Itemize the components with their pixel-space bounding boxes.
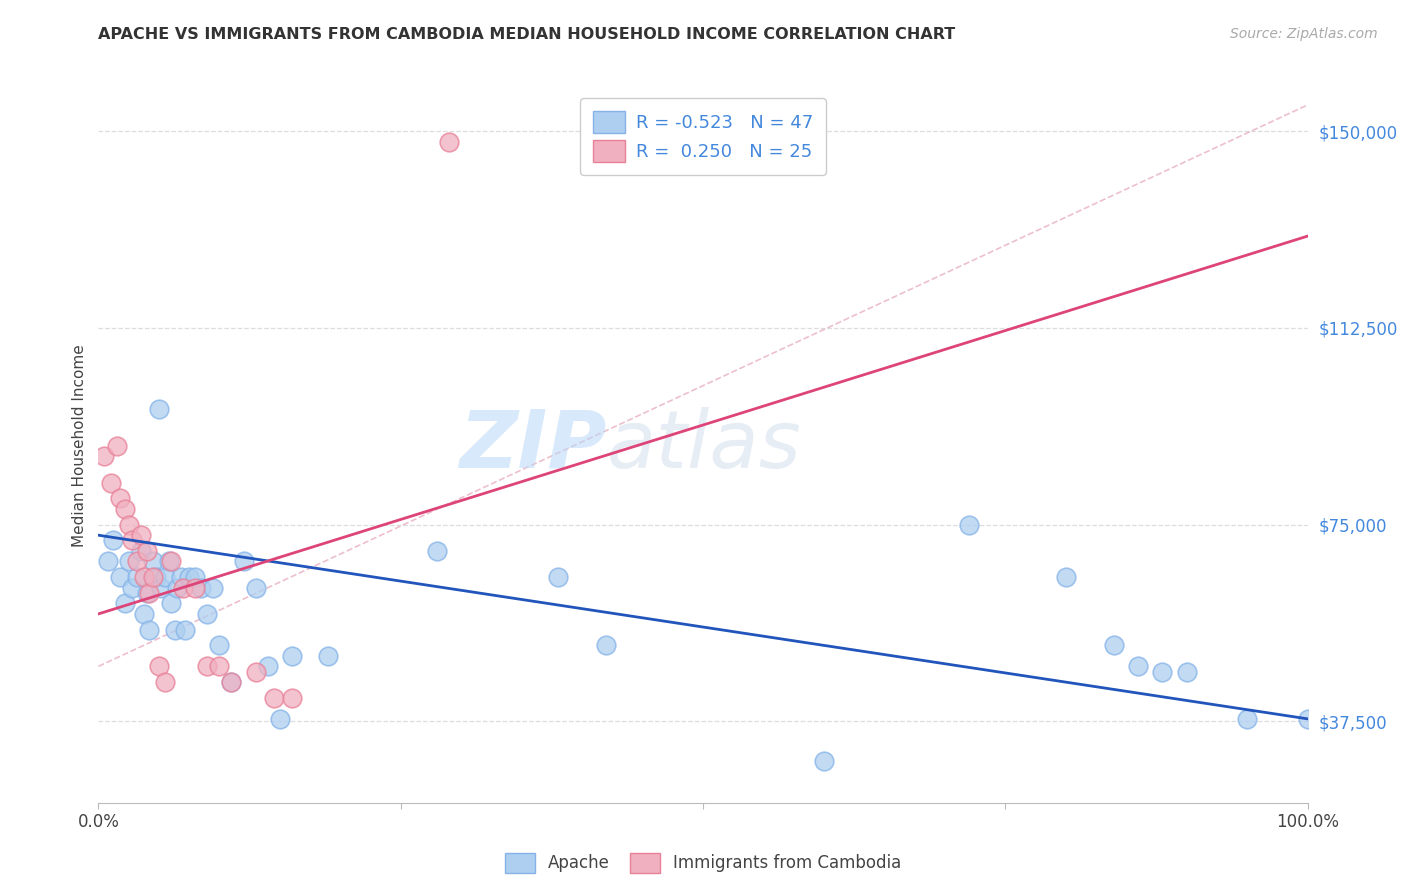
Point [153,570,176,584]
Point [281,648,304,663]
Point [595,639,617,653]
Point [179,570,201,584]
Y-axis label: Median Household Income: Median Household Income [72,344,87,548]
Point [148,402,170,417]
Point [121,581,143,595]
Point [813,754,835,768]
Point [160,596,183,610]
Point [118,517,141,532]
Point [127,554,149,568]
Point [208,639,231,653]
Point [184,570,207,584]
Point [93,450,115,464]
Point [245,665,267,679]
Point [184,581,207,595]
Point [135,586,157,600]
Point [105,439,128,453]
Point [127,570,149,584]
Point [157,554,180,568]
Point [174,623,197,637]
Point [121,533,143,548]
Point [148,659,170,673]
Point [1128,659,1150,673]
Point [169,570,191,584]
Point [108,491,131,506]
Point [166,581,188,595]
Text: Source: ZipAtlas.com: Source: ZipAtlas.com [1230,27,1378,41]
Point [129,544,152,558]
Point [316,648,339,663]
Legend: Apache, Immigrants from Cambodia: Apache, Immigrants from Cambodia [498,847,908,880]
Point [142,554,165,568]
Point [1175,665,1198,679]
Point [142,570,165,584]
Point [145,570,167,584]
Point [160,554,183,568]
Point [263,690,285,705]
Point [208,659,231,673]
Point [245,581,267,595]
Point [138,586,160,600]
Point [150,581,173,595]
Point [1102,639,1125,653]
Point [195,607,218,621]
Point [108,570,131,584]
Point [100,475,122,490]
Point [202,581,225,595]
Point [163,623,186,637]
Point [256,659,278,673]
Point [138,623,160,637]
Point [101,533,124,548]
Point [437,135,460,149]
Point [190,581,212,595]
Point [97,554,120,568]
Point [1236,712,1258,726]
Point [1152,665,1174,679]
Point [195,659,218,673]
Point [129,528,152,542]
Point [426,544,449,558]
Point [1296,712,1319,726]
Point [134,570,156,584]
Point [134,607,156,621]
Point [957,517,980,532]
Text: APACHE VS IMMIGRANTS FROM CAMBODIA MEDIAN HOUSEHOLD INCOME CORRELATION CHART: APACHE VS IMMIGRANTS FROM CAMBODIA MEDIA… [98,27,956,42]
Text: atlas: atlas [606,407,801,485]
Point [114,502,136,516]
Legend: R = -0.523   N = 47, R =  0.250   N = 25: R = -0.523 N = 47, R = 0.250 N = 25 [581,98,825,175]
Point [281,690,304,705]
Point [118,554,141,568]
Point [1054,570,1077,584]
Text: ZIP: ZIP [458,407,606,485]
Point [172,581,194,595]
Point [547,570,569,584]
Point [153,675,176,690]
Point [114,596,136,610]
Point [232,554,254,568]
Point [269,712,291,726]
Point [135,544,157,558]
Point [221,675,243,690]
Point [221,675,243,690]
